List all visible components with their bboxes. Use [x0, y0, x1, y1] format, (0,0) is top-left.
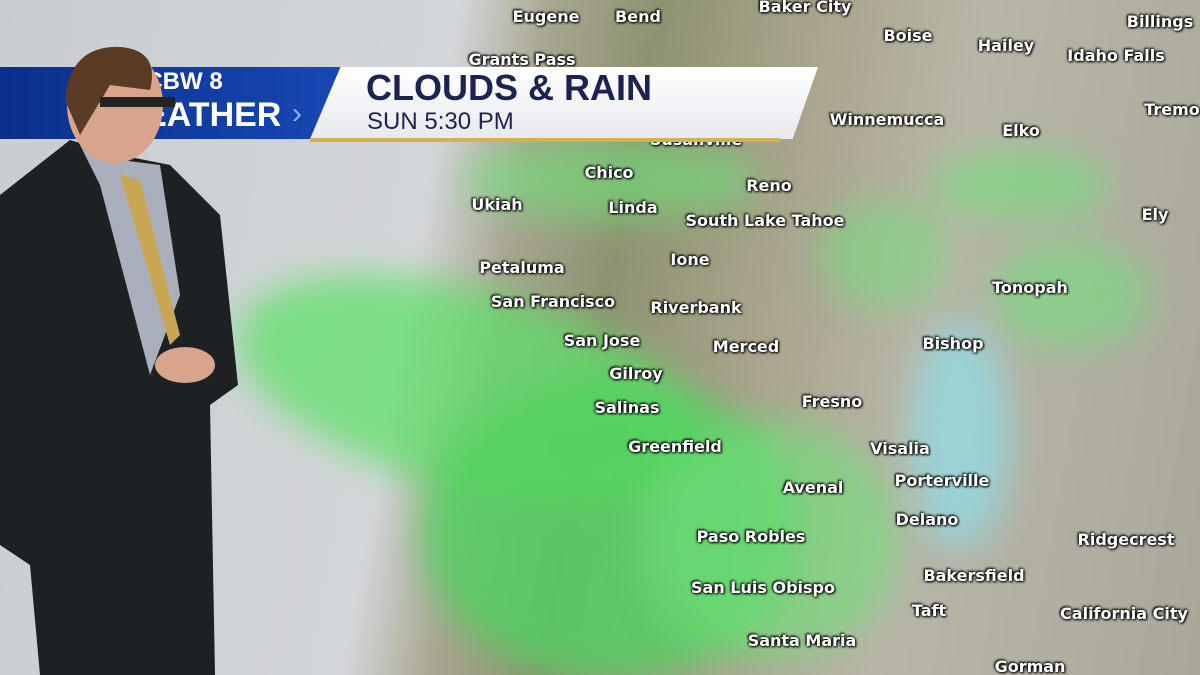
city-label: Bakersfield — [923, 566, 1025, 586]
rain-area — [820, 200, 950, 310]
city-label: Greenfield — [628, 437, 722, 457]
chevron-right-icon: › — [292, 97, 302, 130]
city-label: Santa Maria — [747, 631, 857, 651]
city-label: Riverbank — [650, 298, 742, 318]
city-label: Ukiah — [471, 195, 523, 215]
snow-area — [910, 320, 1010, 550]
rain-area — [930, 150, 1110, 220]
city-label: Hailey — [977, 36, 1035, 56]
city-label: Eugene — [512, 7, 580, 27]
city-label: San Luis Obispo — [691, 578, 835, 598]
forecast-title: CLOUDS & RAIN — [366, 67, 652, 108]
title-box: CLOUDS & RAIN SUN 5:30 PM — [310, 67, 818, 139]
city-label: Elko — [1002, 121, 1040, 141]
city-label: Billings — [1126, 12, 1194, 32]
city-label: Fresno — [801, 392, 863, 412]
city-label: Taft — [911, 601, 947, 621]
city-label: Tremo — [1144, 100, 1200, 120]
city-label: Ridgecrest — [1077, 530, 1175, 550]
city-label: Gorman — [994, 657, 1066, 675]
glasses — [100, 97, 175, 107]
divider — [310, 138, 780, 142]
city-label: Tonopah — [992, 278, 1068, 298]
city-label: Avenal — [782, 478, 844, 498]
city-label: Winnemucca — [829, 110, 945, 130]
city-label: Ione — [670, 250, 710, 270]
city-label: Reno — [746, 176, 792, 196]
city-label: Chico — [584, 163, 634, 183]
city-label: Visalia — [870, 439, 930, 459]
forecast-time: SUN 5:30 PM — [367, 108, 514, 135]
city-label: South Lake Tahoe — [685, 211, 845, 231]
city-label: San Francisco — [490, 292, 616, 312]
city-label: Salinas — [594, 398, 660, 418]
rain-area — [640, 420, 900, 660]
city-label: Porterville — [894, 471, 990, 491]
city-label: Gilroy — [609, 364, 663, 384]
city-label: Delano — [895, 510, 959, 530]
rain-area — [990, 240, 1150, 350]
presenter — [0, 46, 238, 675]
city-label: Linda — [608, 198, 658, 218]
city-label: Bishop — [922, 334, 984, 354]
city-label: Bend — [615, 7, 661, 27]
city-label: Boise — [883, 26, 933, 46]
city-label: California City — [1060, 604, 1188, 624]
rain-area — [460, 140, 760, 220]
city-label: Grants Pass — [468, 50, 576, 70]
city-label: Idaho Falls — [1067, 46, 1165, 66]
city-label: Merced — [712, 337, 780, 357]
city-label: Paso Robles — [696, 527, 806, 547]
city-label: Petaluma — [479, 258, 565, 278]
city-label: Ely — [1141, 205, 1169, 225]
city-label: San Jose — [563, 331, 641, 351]
city-label: Baker City — [758, 0, 852, 17]
